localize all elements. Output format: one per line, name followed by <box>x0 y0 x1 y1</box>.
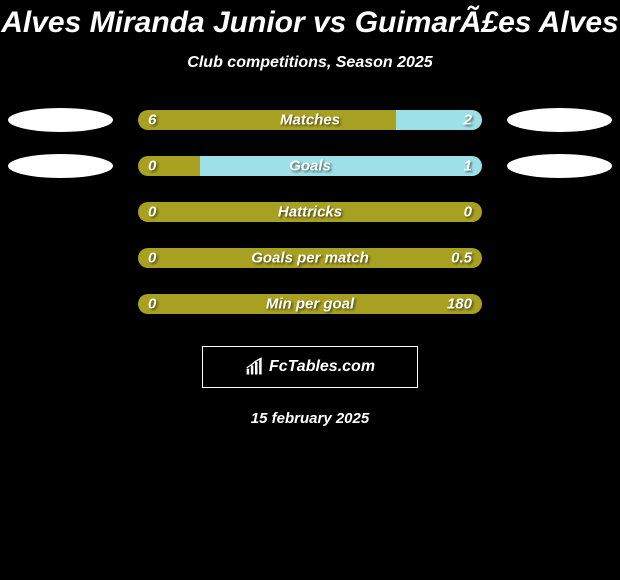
page-title: Alves Miranda Junior vs GuimarÃ£es Alves <box>0 0 620 40</box>
stat-rows: 6 Matches 2 0 Goals 1 0 Hattricks 0 0 Goals per ma… <box>0 110 620 314</box>
logo-box: FcTables.com <box>202 346 418 388</box>
player1-segment <box>138 110 396 130</box>
player1-marker <box>8 108 113 132</box>
stat-bar: 0 Goals per match 0.5 <box>138 248 482 268</box>
player2-value: 1 <box>464 158 472 175</box>
player2-value: 180 <box>447 296 472 313</box>
player2-segment <box>200 156 482 176</box>
stat-name: Hattricks <box>278 204 342 221</box>
player2-marker <box>507 108 612 132</box>
player2-marker <box>507 154 612 178</box>
player1-value: 0 <box>148 296 156 313</box>
player1-value: 0 <box>148 250 156 267</box>
player1-value: 0 <box>148 204 156 221</box>
stat-row: 6 Matches 2 <box>0 110 620 130</box>
stat-name: Goals per match <box>251 250 369 267</box>
player2-value: 2 <box>464 112 472 129</box>
stat-bar: 0 Goals 1 <box>138 156 482 176</box>
bar-chart-icon <box>245 357 265 377</box>
logo-text: FcTables.com <box>269 358 375 376</box>
stat-name: Min per goal <box>266 296 354 313</box>
player2-value: 0 <box>464 204 472 221</box>
stat-name: Matches <box>280 112 340 129</box>
stat-row: 0 Min per goal 180 <box>0 294 620 314</box>
player1-marker <box>8 154 113 178</box>
subtitle: Club competitions, Season 2025 <box>0 54 620 72</box>
stat-bar: 6 Matches 2 <box>138 110 482 130</box>
player2-value: 0.5 <box>451 250 472 267</box>
stat-row: 0 Goals 1 <box>0 156 620 176</box>
stat-row: 0 Goals per match 0.5 <box>0 248 620 268</box>
stat-bar: 0 Hattricks 0 <box>138 202 482 222</box>
stat-bar: 0 Min per goal 180 <box>138 294 482 314</box>
player1-value: 0 <box>148 158 156 175</box>
stat-name: Goals <box>289 158 331 175</box>
date-label: 15 february 2025 <box>0 410 620 427</box>
player1-value: 6 <box>148 112 156 129</box>
stat-row: 0 Hattricks 0 <box>0 202 620 222</box>
